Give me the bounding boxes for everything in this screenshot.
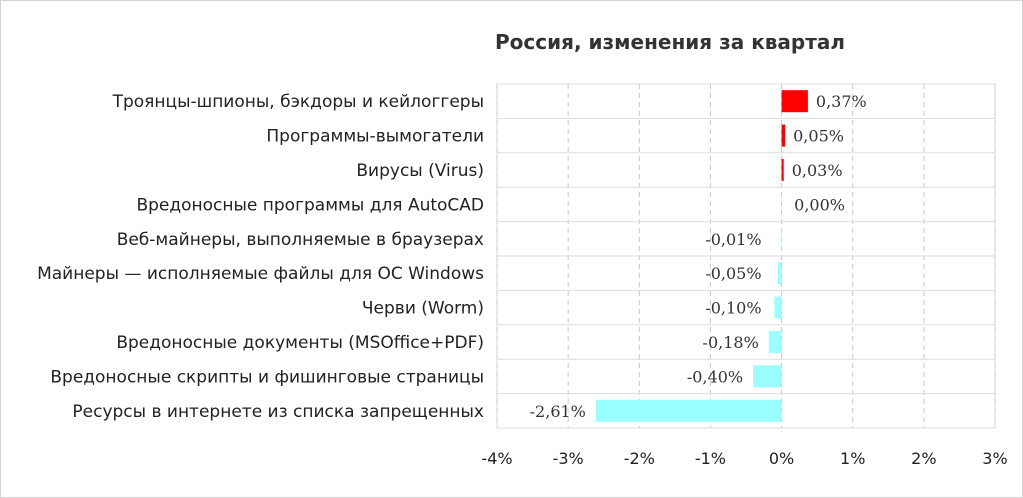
bar [768,331,782,353]
data-label: 0,00% [794,195,845,214]
grid-lines [496,83,996,429]
bar [781,124,786,147]
data-label: -2,61% [530,402,586,421]
bar [780,227,782,250]
data-label: -0,05% [705,264,761,283]
bar [781,159,784,181]
category-label: Веб-майнеры, выполняемые в браузерах [117,230,484,250]
data-label: -0,10% [705,299,761,318]
data-label: -0,40% [687,367,743,386]
x-tick-labels: -4% -3% -2% -1% 0% 1% 2% 3% [481,449,1007,468]
bar [774,296,782,319]
category-label: Вредоносные программы для AutoCAD [136,195,484,215]
x-tick-label: -2% [624,449,655,468]
category-labels: Троянцы-шпионы, бэкдоры и кейлоггеры Прог… [37,92,484,422]
x-tick-label: 2% [911,449,936,468]
data-label: 0,05% [793,127,844,146]
bar [595,399,782,422]
data-label: -0,18% [703,333,759,352]
data-label: 0,03% [792,161,843,180]
x-tick-label: -4% [481,449,512,468]
bar [778,262,782,285]
category-label: Черви (Worm) [362,299,484,319]
category-label: Вредоносные скрипты и фишинговые страниц… [50,367,484,387]
data-label: 0,37% [816,92,867,111]
x-tick-label: -3% [553,449,584,468]
bar [781,90,808,113]
chart-title: Россия, изменения за квартал [495,30,845,54]
bars [595,90,808,422]
bar [753,365,782,388]
category-label: Вирусы (Virus) [356,161,484,181]
data-label: -0,01% [705,230,761,249]
category-label: Троянцы-шпионы, бэкдоры и кейлоггеры [112,92,484,112]
x-tick-label: -1% [695,449,726,468]
x-tick-label: 0% [769,449,794,468]
data-labels: 0,37% 0,05% 0,03% 0,00% -0,01% -0,05% -0,10% -0… [530,92,867,421]
category-label: Ресурсы в интернете из списка запрещенны… [72,402,484,422]
category-label: Майнеры — исполняемые файлы для ОС Windo… [37,264,484,284]
x-tick-label: 3% [982,449,1007,468]
category-label: Вредоносные документы (MSOffice+PDF) [116,333,484,353]
category-label: Программы-вымогатели [266,127,484,147]
x-tick-label: 1% [840,449,865,468]
